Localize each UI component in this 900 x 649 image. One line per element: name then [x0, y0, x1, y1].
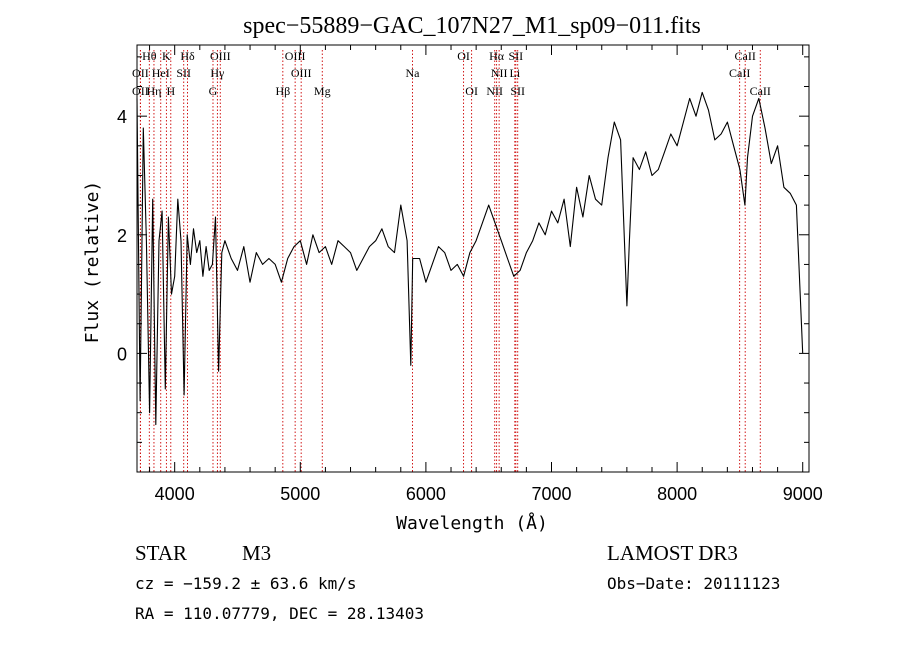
line-marker-label-17: CaII — [729, 66, 750, 80]
line-marker-label-11: SII — [176, 66, 191, 80]
line-marker-label-23: Mg — [314, 84, 331, 98]
chart-title: spec−55889−GAC_107N27_M1_sp09−011.fits — [243, 13, 701, 39]
line-marker-label-1: K — [162, 49, 171, 63]
line-marker-label-24: OI — [465, 84, 478, 98]
y-tick-label: 0 — [117, 344, 127, 364]
survey-name: LAMOST DR3 — [607, 541, 738, 565]
line-marker-label-3: OIII — [210, 49, 231, 63]
x-tick-label: 5000 — [280, 484, 320, 504]
x-tick-label: 6000 — [406, 484, 446, 504]
obs-date: Obs−Date: 20111123 — [607, 574, 780, 593]
line-marker-label-18: OII — [132, 84, 149, 98]
line-marker-label-22: Hβ — [275, 84, 290, 98]
line-marker-label-5: OI — [457, 49, 470, 63]
line-marker-label-4: OIII — [285, 49, 306, 63]
x-tick-label: 8000 — [657, 484, 697, 504]
line-marker-label-20: H — [166, 84, 175, 98]
line-marker-label-15: NII — [491, 66, 508, 80]
x-tick-label: 4000 — [155, 484, 195, 504]
line-marker-label-8: CaII — [735, 49, 756, 63]
line-marker-label-10: HeI — [152, 66, 170, 80]
line-marker-label-9: OII — [132, 66, 149, 80]
flux-series-line — [136, 91, 804, 426]
y-axis-label: Flux (relative) — [82, 181, 103, 344]
line-marker-label-12: Hγ — [210, 66, 225, 80]
object-class: STAR — [135, 541, 187, 565]
line-marker-label-19: Hη — [146, 84, 161, 98]
line-marker-label-13: OIII — [291, 66, 312, 80]
line-marker-label-14: Na — [405, 66, 420, 80]
x-axis-ticks: 4000 5000 6000 7000 8000 9000 — [149, 45, 823, 504]
plot-frame — [136, 44, 810, 473]
x-tick-label: 7000 — [531, 484, 571, 504]
line-marker-label-21: G — [209, 84, 218, 98]
line-marker-label-7: SII — [508, 49, 523, 63]
object-subclass: M3 — [242, 541, 271, 565]
y-tick-label: 4 — [117, 107, 127, 127]
line-marker-label-2: Hδ — [180, 49, 195, 63]
line-marker-label-0: Hθ — [142, 49, 157, 63]
line-marker-label-27: CaII — [750, 84, 771, 98]
line-marker-label-26: SII — [510, 84, 525, 98]
x-tick-label: 9000 — [783, 484, 823, 504]
redshift-cz: cz = −159.2 ± 63.6 km/s — [135, 574, 357, 593]
x-axis-label: Wavelength (Å) — [396, 512, 548, 534]
line-marker-label-6: Hα — [489, 49, 505, 63]
line-markers — [139, 50, 761, 472]
ra-dec: RA = 110.07779, DEC = 28.13403 — [135, 604, 424, 623]
y-tick-label: 2 — [117, 226, 127, 246]
y-axis-ticks: 0 2 4 — [117, 56, 809, 473]
line-marker-label-16: Li — [509, 66, 520, 80]
line-marker-label-25: NII — [486, 84, 503, 98]
